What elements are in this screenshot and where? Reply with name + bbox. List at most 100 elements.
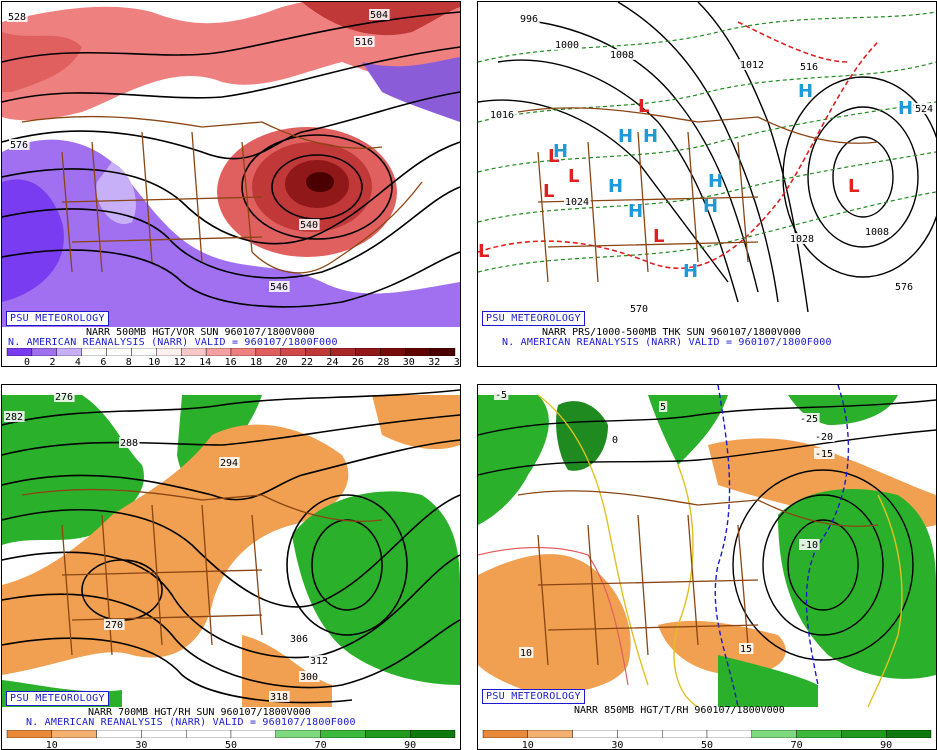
rh-orange-center [2,424,349,675]
rh-green-northwest [2,395,144,545]
colorbar-tick-label: 50 [700,740,714,750]
colorbar-swatch [429,348,456,356]
svg-text:H: H [898,98,913,119]
colorbar-swatch [141,730,187,738]
colorbar-swatch [886,730,932,738]
colorbar-tick-label: 70 [790,740,803,750]
thickness-540 [478,21,879,270]
svg-text:H: H [618,126,633,147]
colorbar-tick-label: 0 [23,357,31,367]
colorbar-tick-label: 8 [125,357,132,367]
colorbar-swatch [6,348,33,356]
colorbar-swatch [320,730,366,738]
psu-badge: PSU METEOROLOGY [6,311,109,326]
vorticity-red-nw [2,32,82,92]
colorbar-swatch [131,348,157,356]
colorbar-tick-label: 30 [135,740,148,750]
colorbar-swatch [572,730,618,738]
colorbar-rh-700 [6,730,456,738]
svg-text:L: L [638,96,649,117]
colorbar-swatch [6,730,52,738]
colorbar-swatch [81,348,107,356]
colorbar-tick-label: 30 [611,740,624,750]
map-700mb [2,385,460,707]
colorbar-swatch [796,730,842,738]
rh-orange-north [372,395,460,450]
colorbar-swatch [355,348,381,356]
temperature-contours-yellow [537,394,903,707]
colorbar-tick-label: 34 [453,357,460,367]
colorbar-swatch [330,348,356,356]
map-850mb [478,385,936,707]
rh-green-northwest [478,395,549,525]
map-500mb [2,2,460,327]
pressure-centers: L L L L L L L H H H H H H H H H H [478,81,913,282]
colorbar-tick-label: 90 [404,740,417,750]
colorbar-swatch [230,348,257,356]
colorbar-swatch [482,730,528,738]
rh-green-south [718,655,818,707]
colorbar-vorticity [6,348,456,356]
colorbar-swatch [617,730,663,738]
colorbar-swatch [751,730,797,738]
svg-text:H: H [708,171,723,192]
temperature-contours-red [478,546,629,686]
rh-green-east [292,491,460,685]
colorbar-tick-label: 2 [49,357,56,367]
colorbar-tick-label: 18 [250,357,263,367]
colorbar-tick-label: 4 [74,357,81,367]
rh-green-northeast [648,395,728,465]
panel-subcaption: N. AMERICAN REANALYSIS (NARR) VALID = 96… [502,337,832,348]
country-borders-500 [21,115,423,274]
colorbar-tick-label: 20 [275,357,288,367]
colorbar-swatch [410,730,456,738]
svg-text:H: H [628,201,643,222]
colorbar-swatch [51,730,97,738]
psu-badge: PSU METEOROLOGY [482,689,585,704]
panel-caption: NARR 500MB HGT/VOR SUN 960107/1800V000 [86,327,315,338]
country-borders-850 [517,490,879,666]
colorbar-tick-label: 10 [521,740,534,750]
colorbar-swatch [230,730,276,738]
colorbar-swatch [255,348,281,356]
country-borders-700 [21,488,383,656]
rh-orange-south [242,635,332,707]
svg-text:H: H [643,126,658,147]
vorticity-red-north [2,2,460,121]
colorbar-swatch [661,730,708,738]
thickness-contours [478,11,936,273]
rh-green-north [556,401,608,471]
colorbar-tick-label: 32 [428,357,441,367]
panel-caption: NARR 850MB HGT/T/RH 960107/1800V000 [574,705,785,716]
svg-text:L: L [568,166,579,187]
colorbar-tick-label: 24 [326,357,339,367]
psu-badge: PSU METEOROLOGY [482,311,585,326]
panel-caption: NARR 700MB HGT/RH SUN 960107/1800V000 [88,707,311,718]
svg-text:L: L [548,146,559,167]
colorbar-tick-label: 22 [300,357,314,367]
svg-text:L: L [653,226,664,247]
colorbar-swatch [106,348,132,356]
map-prs-thk: L L L L L L L H H H H H H H H H H [478,2,936,327]
svg-text:L: L [478,241,489,262]
panel-subcaption: N. AMERICAN REANALYSIS (NARR) VALID = 96… [8,337,338,348]
psu-badge: PSU METEOROLOGY [6,691,109,706]
colorbar-tick-label: 30 [402,357,415,367]
colorbar-rh-850 [482,730,932,738]
panel-caption: NARR PRS/1000-500MB THK SUN 960107/1800V… [542,327,801,338]
colorbar-tick-label: 10 [45,740,58,750]
colorbar-swatch [706,730,752,738]
colorbar-tick-label: 28 [377,357,390,367]
svg-text:H: H [683,261,698,282]
rh-orange-center [658,620,786,675]
panel-subcaption: N. AMERICAN REANALYSIS (NARR) VALID = 96… [26,717,356,728]
svg-text:L: L [543,181,554,202]
colorbar-swatch [181,348,207,356]
svg-text:L: L [848,176,859,197]
colorbar-tick-label: 50 [224,740,238,750]
colorbar-swatch [156,348,182,356]
colorbar-swatch [31,348,57,356]
colorbar-tick-label: 70 [314,740,327,750]
rh-green-east [778,489,936,679]
colorbar-tick-label: 90 [880,740,893,750]
